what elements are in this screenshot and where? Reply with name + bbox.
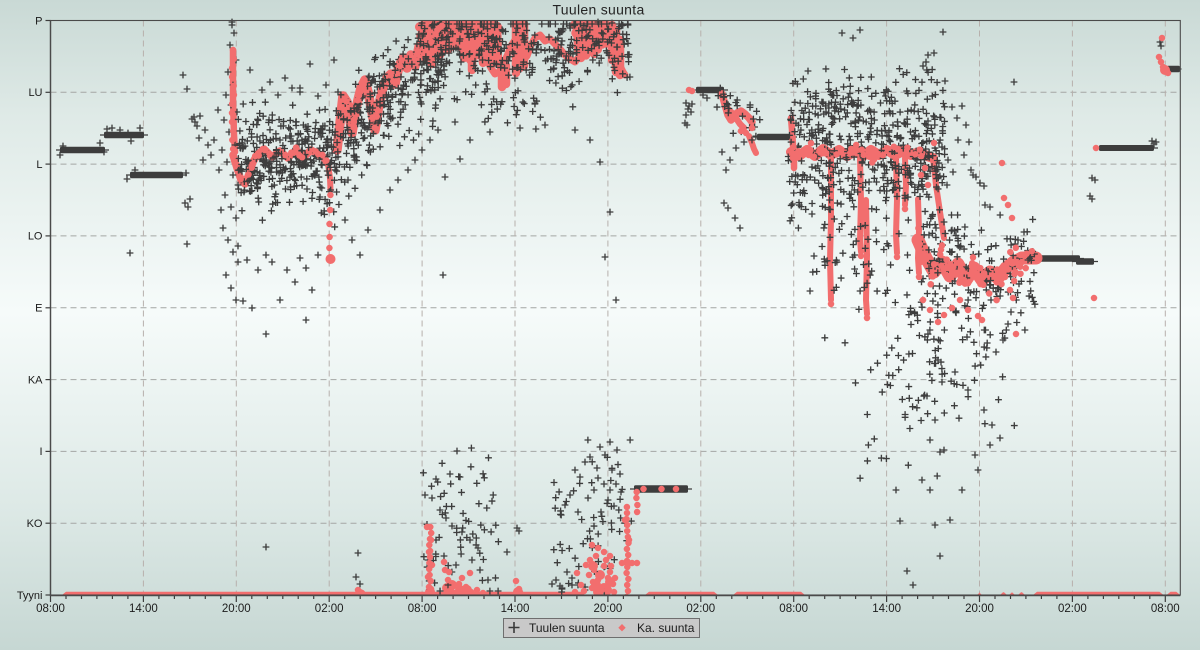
- svg-text:08:00: 08:00: [779, 603, 808, 615]
- svg-text:LU: LU: [28, 87, 42, 99]
- svg-text:02:00: 02:00: [686, 603, 715, 615]
- svg-text:I: I: [39, 446, 42, 458]
- svg-text:08:00: 08:00: [1151, 603, 1180, 615]
- svg-text:Tyyni: Tyyni: [17, 590, 43, 602]
- svg-text:20:00: 20:00: [222, 603, 251, 615]
- svg-text:08:00: 08:00: [408, 603, 437, 615]
- svg-text:08:00: 08:00: [36, 603, 65, 615]
- svg-text:E: E: [35, 303, 42, 315]
- svg-text:Tuulen suunta: Tuulen suunta: [552, 2, 644, 18]
- svg-text:14:00: 14:00: [501, 603, 530, 615]
- svg-text:LO: LO: [28, 231, 43, 243]
- svg-text:02:00: 02:00: [1058, 603, 1087, 615]
- svg-text:20:00: 20:00: [594, 603, 623, 615]
- svg-text:P: P: [35, 15, 42, 27]
- svg-text:02:00: 02:00: [315, 603, 344, 615]
- svg-text:14:00: 14:00: [872, 603, 901, 615]
- svg-text:L: L: [36, 159, 42, 171]
- svg-text:Tuulen suunta: Tuulen suunta: [529, 621, 605, 635]
- svg-text:Ka. suunta: Ka. suunta: [637, 621, 695, 635]
- svg-text:20:00: 20:00: [965, 603, 994, 615]
- svg-text:14:00: 14:00: [129, 603, 158, 615]
- svg-text:KA: KA: [28, 374, 43, 386]
- svg-text:KO: KO: [27, 518, 43, 530]
